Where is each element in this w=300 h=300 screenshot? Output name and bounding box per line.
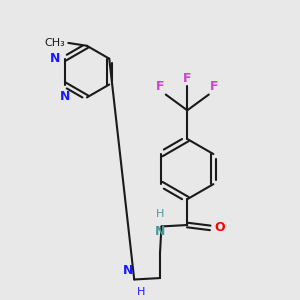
Text: O: O [214,221,225,234]
Text: H: H [137,287,146,297]
Text: N: N [122,264,133,277]
Text: N: N [155,225,165,238]
Text: F: F [210,80,219,93]
Text: H: H [156,209,164,219]
Text: F: F [156,80,164,93]
Text: CH₃: CH₃ [45,38,65,48]
Text: N: N [59,90,70,103]
Text: N: N [50,52,60,65]
Text: F: F [183,71,191,85]
